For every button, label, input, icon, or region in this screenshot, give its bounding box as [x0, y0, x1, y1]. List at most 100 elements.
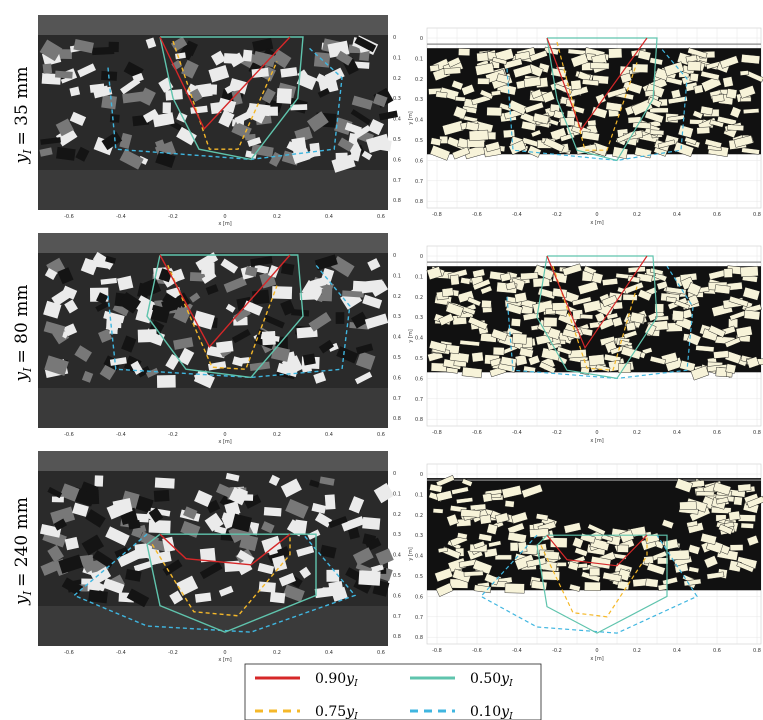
- y-tick-label: 0.5: [393, 355, 401, 361]
- photo-block: [228, 487, 248, 506]
- sim-block: [482, 492, 493, 503]
- photo-block: [276, 362, 299, 378]
- photo-block: [276, 88, 292, 104]
- photo-block: [321, 288, 333, 302]
- sim-block: [737, 483, 752, 492]
- photo-block: [231, 89, 243, 106]
- x-tick-label: 0.6: [377, 432, 385, 438]
- photo-block: [319, 476, 335, 486]
- photo-block: [80, 257, 99, 276]
- y-tick-label: 0.3: [415, 533, 423, 539]
- sim-contour: [546, 255, 648, 350]
- sim-contour: [536, 255, 658, 380]
- sim-block: [590, 62, 610, 70]
- sim-block: [665, 286, 687, 295]
- x-axis-label: x [m]: [218, 221, 231, 227]
- sim-block: [572, 536, 584, 549]
- x-tick-label: -0.2: [168, 650, 178, 656]
- photo-block: [72, 502, 89, 517]
- sim-block: [687, 544, 701, 555]
- x-tick-label: 0: [223, 432, 226, 438]
- row-label: yI = 35 mm: [12, 67, 34, 165]
- photo-block: [204, 512, 224, 532]
- sim-block: [606, 87, 627, 99]
- photo-block: [55, 118, 74, 137]
- photo-block: [51, 289, 71, 307]
- sim-block: [529, 528, 550, 538]
- sim-block: [535, 513, 549, 521]
- sim-block: [733, 135, 754, 148]
- sim-block: [695, 345, 715, 353]
- x-tick-label: -0.8: [432, 648, 442, 654]
- sim-block: [622, 294, 638, 301]
- x-tick-label: 0.2: [273, 432, 281, 438]
- sim-block: [636, 273, 653, 283]
- sim-block: [742, 286, 761, 301]
- photo-block: [101, 131, 123, 151]
- photo-block: [355, 343, 374, 355]
- sim-block: [581, 79, 600, 87]
- photo-block: [64, 299, 78, 314]
- photo-block: [58, 554, 84, 574]
- photo-block: [296, 72, 318, 91]
- photo-block: [231, 329, 251, 344]
- photo-block: [173, 337, 194, 350]
- x-axis-label: x [m]: [590, 438, 603, 444]
- sim-block: [522, 311, 540, 321]
- photo-block: [341, 516, 365, 532]
- photo-contour: [72, 533, 357, 633]
- y-tick-label: 0: [420, 472, 423, 478]
- sim-block: [451, 79, 464, 91]
- sim-block: [647, 96, 663, 109]
- photo-block: [348, 496, 365, 514]
- photo-block: [73, 38, 94, 54]
- photo-block: [189, 272, 205, 282]
- photo-block: [44, 268, 58, 280]
- sim-block: [500, 356, 517, 367]
- sim-block: [443, 67, 461, 75]
- x-tick-label: 0: [223, 650, 226, 656]
- photo-bottom: [38, 388, 388, 428]
- sim-block: [594, 311, 606, 323]
- y-tick-label: 0.6: [393, 593, 401, 599]
- y-tick-label: 0.8: [415, 199, 423, 205]
- photo-block: [267, 264, 280, 278]
- photo-block: [43, 321, 66, 337]
- photo-block: [155, 150, 176, 169]
- x-tick-label: -0.2: [552, 430, 562, 436]
- sim-block: [738, 514, 756, 522]
- sim-block: [644, 323, 657, 337]
- photo-block: [118, 291, 141, 314]
- y-axis-label: y [m]: [408, 547, 414, 560]
- photo-block: [326, 569, 340, 582]
- sim-block: [625, 321, 636, 332]
- sim-block: [726, 88, 738, 100]
- photo-block: [328, 516, 348, 529]
- x-axis-label: x [m]: [590, 220, 603, 226]
- sim-block: [701, 75, 722, 93]
- photo-block: [161, 297, 181, 313]
- sim-block: [460, 509, 481, 518]
- photo-block: [269, 591, 286, 604]
- photo-block: [353, 576, 373, 594]
- sim-block: [494, 512, 510, 524]
- photo-block: [335, 312, 345, 324]
- photo-block: [117, 275, 134, 291]
- legend-symbol: y: [345, 704, 355, 720]
- x-tick-label: 0.6: [377, 650, 385, 656]
- sim-block: [530, 88, 543, 99]
- sim-block: [729, 544, 744, 551]
- photo-block: [119, 149, 144, 170]
- sim-block: [703, 555, 719, 569]
- photo-block: [293, 519, 308, 535]
- sim-block: [439, 86, 460, 101]
- sim-block: [623, 330, 638, 340]
- photo-block: [137, 329, 157, 343]
- x-tick-label: -0.8: [432, 430, 442, 436]
- photo-block: [299, 292, 318, 301]
- photo-block: [189, 292, 201, 303]
- x-tick-label: 0.6: [377, 214, 385, 220]
- sim-block: [447, 56, 462, 68]
- sim-block: [541, 90, 556, 104]
- legend-symbol: y: [345, 671, 355, 687]
